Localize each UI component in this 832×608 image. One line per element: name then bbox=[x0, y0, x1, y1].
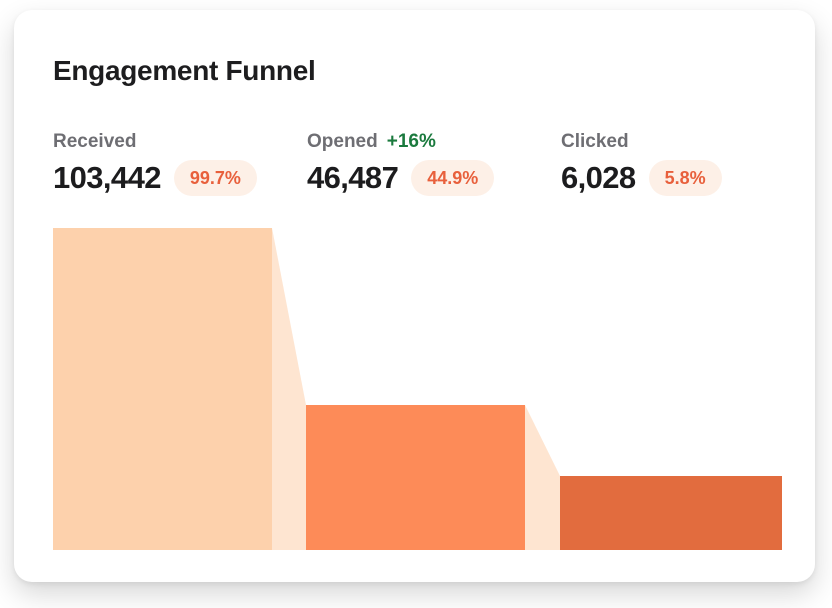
funnel-connector-1 bbox=[272, 228, 306, 550]
stat-received-value: 103,442 bbox=[53, 160, 161, 195]
stat-clicked-label: Clicked bbox=[561, 131, 629, 152]
funnel-chart bbox=[53, 228, 782, 550]
stat-opened-percent-badge: 44.9% bbox=[411, 160, 495, 196]
stat-clicked-percent-badge: 5.8% bbox=[648, 160, 722, 196]
funnel-bar-received bbox=[53, 228, 272, 550]
funnel-bar-clicked bbox=[560, 476, 782, 550]
stat-received-percent-badge: 99.7% bbox=[173, 160, 257, 196]
funnel-connector-2 bbox=[525, 405, 560, 550]
stat-opened-delta: +16% bbox=[386, 131, 436, 152]
stat-clicked: Clicked 6,028 5.8% bbox=[561, 131, 722, 196]
stat-opened-value: 46,487 bbox=[307, 160, 399, 195]
stat-opened: Opened +16% 46,487 44.9% bbox=[307, 131, 495, 196]
funnel-bar-opened bbox=[306, 405, 525, 550]
engagement-funnel-card: Engagement Funnel Received 103,442 99.7%… bbox=[14, 10, 815, 582]
card-title: Engagement Funnel bbox=[53, 55, 316, 86]
stat-opened-label: Opened bbox=[307, 131, 378, 152]
stat-clicked-value: 6,028 bbox=[561, 160, 636, 195]
stat-received: Received 103,442 99.7% bbox=[53, 131, 257, 196]
stat-received-label: Received bbox=[53, 131, 137, 152]
